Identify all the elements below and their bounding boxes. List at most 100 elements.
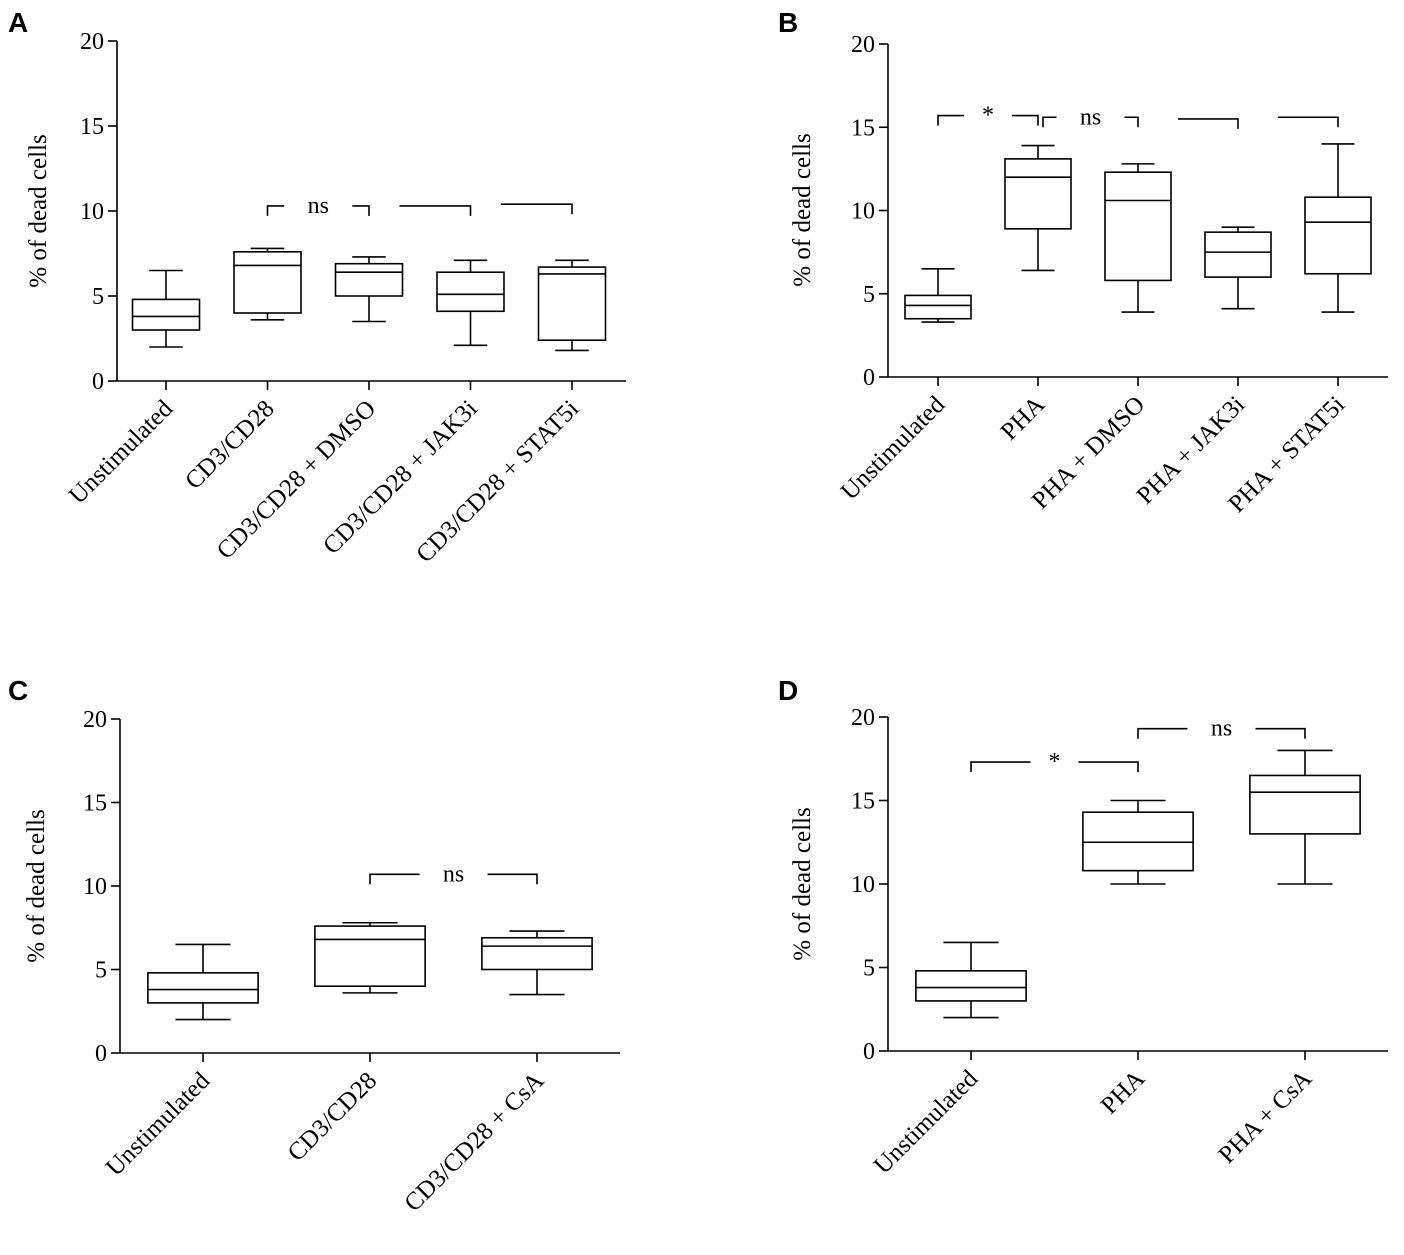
iqr-box	[1204, 231, 1272, 278]
bracket-line	[1178, 118, 1239, 129]
iqr-box	[131, 298, 201, 331]
y-tick-label: 15	[851, 115, 875, 141]
y-tick-label: 10	[851, 872, 875, 898]
significance-label: *	[1049, 749, 1061, 775]
y-tick-label: 0	[863, 365, 875, 391]
iqr-box	[481, 936, 593, 971]
category-label: Unstimulated	[869, 1065, 984, 1180]
y-tick-label: 10	[83, 874, 107, 900]
y-tick-label: 0	[863, 1039, 875, 1065]
iqr-box	[1304, 196, 1372, 275]
box-plot	[1204, 226, 1272, 310]
category-label: CD3/CD28	[180, 395, 280, 495]
y-tick-label: 20	[851, 705, 875, 731]
significance-bracket: ns	[369, 861, 538, 887]
iqr-box	[904, 294, 972, 320]
iqr-box	[1104, 171, 1172, 282]
significance-label: ns	[1080, 104, 1101, 130]
significance-bracket	[1178, 118, 1239, 129]
bracket-right	[487, 873, 538, 885]
bracket-left	[970, 761, 1031, 773]
iqr-box	[436, 271, 505, 313]
y-tick-label: 0	[95, 1041, 107, 1067]
box-plot	[537, 259, 607, 352]
y-tick-label: 20	[83, 707, 107, 733]
box-plot	[1082, 799, 1194, 885]
y-tick-label: 10	[851, 199, 875, 225]
bracket-left	[1042, 116, 1057, 128]
y-tick-label: 20	[80, 29, 104, 55]
y-tick-label: 0	[92, 369, 104, 395]
category-label: Unstimulated	[101, 1067, 216, 1182]
category-label: CD3/CD28	[283, 1067, 383, 1167]
box-plot	[915, 941, 1027, 1019]
y-tick-label: 10	[80, 199, 104, 225]
iqr-box	[334, 262, 404, 297]
iqr-box	[537, 266, 607, 342]
y-tick-label: 15	[80, 114, 104, 140]
box-plot	[1004, 144, 1072, 272]
category-label: PHA + CsA	[1214, 1065, 1318, 1169]
significance-label: *	[982, 103, 994, 129]
panel-c: C 0 5 10 15 20 % of dead cells Unstimulated CD3/…	[8, 675, 620, 1217]
significance-bracket	[500, 203, 573, 215]
category-label: CD3/CD28 + CsA	[399, 1067, 549, 1217]
bracket-left	[266, 205, 285, 216]
panel-letter: B	[778, 7, 798, 38]
category-label: PHA	[996, 391, 1050, 445]
bracket-left	[1137, 727, 1188, 739]
iqr-box	[1082, 811, 1194, 872]
iqr-box	[1004, 158, 1072, 230]
box-plot	[436, 259, 505, 347]
iqr-box	[915, 970, 1027, 1002]
iqr-box	[233, 251, 302, 314]
box-plot	[1104, 163, 1172, 313]
bracket-right	[352, 205, 370, 216]
bracket-right	[1124, 116, 1139, 128]
panel-letter: D	[778, 675, 798, 706]
panel-letter: A	[8, 7, 28, 38]
y-tick-label: 20	[851, 32, 875, 58]
y-axis-title: % of dead cells	[25, 134, 52, 287]
y-axis-title: % of dead cells	[789, 133, 816, 286]
significance-label: ns	[308, 193, 329, 219]
y-tick-label: 5	[92, 284, 104, 310]
bracket-right	[1078, 761, 1139, 773]
iqr-box	[314, 925, 426, 988]
y-axis-title: % of dead cells	[789, 807, 816, 960]
bracket-line	[500, 203, 573, 215]
box-plot	[314, 921, 426, 994]
panel-d: D 0 5 10 15 20 % of dead cells Unstimulated PHA P…	[778, 675, 1388, 1180]
y-tick-label: 15	[83, 791, 107, 817]
y-axis-title: % of dead cells	[23, 809, 50, 962]
box-plot	[334, 256, 404, 323]
box-plot	[904, 267, 972, 323]
box-plot	[233, 247, 302, 321]
iqr-box	[1249, 774, 1361, 835]
bracket-left	[937, 114, 964, 126]
significance-bracket: ns	[266, 193, 370, 219]
bracket-line	[399, 205, 472, 216]
y-tick-label: 5	[95, 958, 107, 984]
bracket-right	[1012, 114, 1039, 126]
significance-bracket	[399, 205, 472, 216]
significance-bracket	[1278, 116, 1339, 128]
iqr-box	[147, 972, 259, 1004]
significance-bracket: *	[970, 749, 1139, 775]
bracket-right	[1255, 727, 1306, 739]
y-tick-label: 5	[863, 956, 875, 982]
significance-label: ns	[443, 861, 464, 887]
box-plot	[481, 930, 593, 996]
category-label: Unstimulated	[64, 395, 179, 510]
box-plot	[1304, 143, 1372, 313]
significance-bracket: ns	[1137, 716, 1306, 742]
y-tick-label: 15	[851, 789, 875, 815]
y-tick-label: 5	[863, 282, 875, 308]
box-plot	[1249, 749, 1361, 885]
box-plot	[147, 943, 259, 1021]
bracket-left	[369, 873, 420, 885]
box-plot	[131, 269, 201, 348]
panel-letter: C	[8, 675, 28, 706]
